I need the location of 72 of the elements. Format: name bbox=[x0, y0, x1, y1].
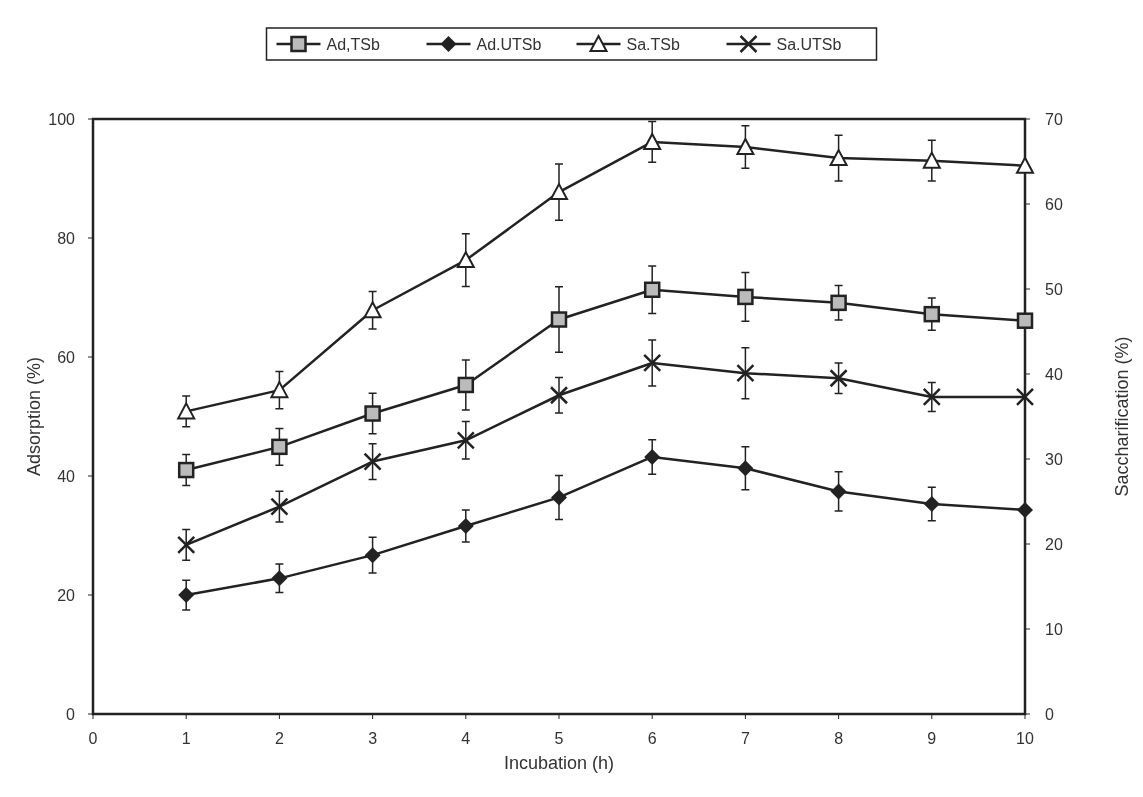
point bbox=[737, 460, 754, 477]
point bbox=[271, 570, 288, 587]
point bbox=[830, 294, 847, 312]
point bbox=[177, 402, 196, 420]
point bbox=[177, 461, 195, 479]
legend-label: Ad.UTSb bbox=[476, 36, 542, 53]
legend-label: Ad,TSb bbox=[326, 36, 380, 53]
point bbox=[923, 495, 940, 512]
point bbox=[643, 281, 661, 299]
x-tick-label: 7 bbox=[740, 730, 750, 747]
point bbox=[271, 438, 288, 456]
point bbox=[364, 547, 381, 564]
x-tick-label: 3 bbox=[368, 730, 378, 747]
y-tick-label: 0 bbox=[66, 706, 76, 723]
point bbox=[644, 448, 661, 465]
y2-tick-label: 30 bbox=[1045, 451, 1063, 468]
x-tick-label: 4 bbox=[461, 730, 471, 747]
point bbox=[1017, 501, 1033, 518]
point bbox=[456, 251, 475, 269]
point bbox=[737, 288, 754, 306]
y2-tick-label: 60 bbox=[1045, 196, 1063, 213]
point bbox=[551, 489, 567, 506]
x-tick-label: 10 bbox=[1016, 730, 1034, 747]
y2-tick-label: 10 bbox=[1045, 621, 1063, 638]
point bbox=[549, 386, 569, 405]
point bbox=[550, 311, 568, 328]
y2-tick-label: 70 bbox=[1045, 111, 1063, 128]
x-tick-label: 0 bbox=[88, 730, 98, 747]
y-tick-label: 80 bbox=[57, 230, 76, 247]
y-tick-label: 60 bbox=[57, 349, 76, 366]
point bbox=[270, 381, 289, 399]
y2-tick-label: 40 bbox=[1045, 366, 1063, 383]
point bbox=[457, 517, 474, 534]
point bbox=[457, 376, 475, 394]
y2-axis-title: Saccharification (%) bbox=[1112, 336, 1132, 497]
point bbox=[829, 149, 848, 167]
x-tick-label: 1 bbox=[181, 730, 191, 747]
point bbox=[550, 183, 568, 201]
point bbox=[363, 452, 382, 471]
point bbox=[643, 132, 662, 150]
x-tick-label: 2 bbox=[274, 730, 284, 747]
point bbox=[364, 405, 381, 422]
legend-label: Sa.UTSb bbox=[776, 36, 842, 53]
point bbox=[176, 535, 196, 555]
point bbox=[456, 431, 476, 450]
point bbox=[1016, 312, 1034, 329]
y-axis-title: Adsorption (%) bbox=[24, 356, 44, 477]
y-tick-label: 20 bbox=[57, 587, 76, 604]
point bbox=[922, 387, 942, 407]
point bbox=[1016, 156, 1034, 174]
x-tick-label: 5 bbox=[554, 730, 564, 747]
x-tick-label: 8 bbox=[834, 730, 844, 747]
legend-label: Sa.TSb bbox=[626, 36, 680, 53]
point bbox=[642, 353, 662, 373]
y2-tick-label: 50 bbox=[1045, 281, 1063, 298]
x-tick-label: 6 bbox=[647, 730, 657, 747]
point bbox=[363, 301, 382, 319]
point bbox=[736, 138, 755, 156]
y2-tick-label: 0 bbox=[1045, 706, 1054, 723]
point bbox=[1015, 387, 1035, 407]
point bbox=[923, 305, 941, 323]
y-tick-label: 40 bbox=[57, 468, 76, 485]
y2-tick-label: 20 bbox=[1045, 536, 1063, 553]
x-tick-label: 9 bbox=[927, 730, 937, 747]
point bbox=[270, 497, 289, 516]
point bbox=[829, 369, 848, 388]
point bbox=[178, 587, 195, 603]
y-tick-label: 100 bbox=[48, 111, 76, 128]
x-axis-title: Incubation (h) bbox=[503, 753, 615, 773]
point bbox=[736, 363, 755, 383]
point bbox=[922, 151, 941, 169]
point bbox=[830, 483, 847, 500]
